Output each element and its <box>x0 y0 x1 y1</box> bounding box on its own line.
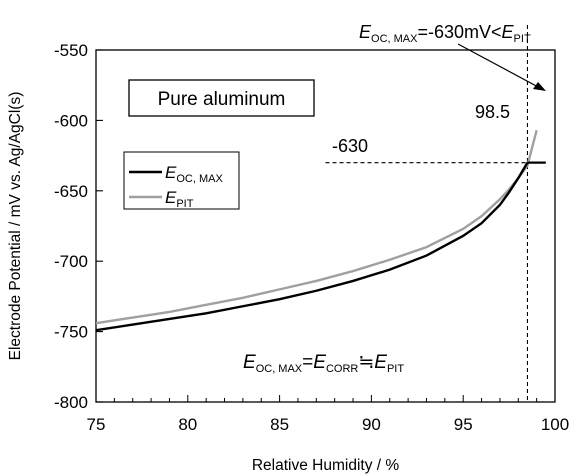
legend-entry-eoc: EOC, MAX <box>165 163 223 185</box>
x-axis-ticks: 75 80 85 90 95 100 <box>87 395 569 434</box>
y-axis-ticks: -550 -600 -650 -700 -750 -800 <box>54 41 103 412</box>
y-tick-label: -750 <box>54 323 88 342</box>
annotation-arrow-head <box>533 82 546 91</box>
y-tick-label: -550 <box>54 41 88 60</box>
x-tick-label: 95 <box>454 415 473 434</box>
x-tick-label: 75 <box>87 415 106 434</box>
y-tick-label: -600 <box>54 111 88 130</box>
x-tick-label: 100 <box>541 415 569 434</box>
x-tick-label: 90 <box>362 415 381 434</box>
legend: EOC, MAX EPIT <box>123 151 240 210</box>
legend-box <box>123 151 240 210</box>
annotation-630: -630 <box>332 136 368 156</box>
legend-entry-epit: EPIT <box>165 188 194 210</box>
annotation-98-5: 98.5 <box>475 102 510 122</box>
annotation-relation: EOC, MAX=ECORR≒EPIT <box>243 352 404 375</box>
label-box-text: Pure aluminum <box>158 89 286 110</box>
x-axis-label: Relative Humidity / % <box>252 457 400 474</box>
x-tick-label: 85 <box>270 415 289 434</box>
annotation-arrow <box>457 43 541 89</box>
label-box <box>128 79 315 117</box>
y-tick-label: -650 <box>54 182 88 201</box>
annotation-top-note: EOC, MAX=-630mV<EPIT <box>359 22 531 45</box>
x-tick-label: 80 <box>178 415 197 434</box>
series-line-eoc <box>96 162 529 332</box>
y-tick-label: -700 <box>54 252 88 271</box>
y-axis-label: Electrode Potential / mV vs. Ag/AgCl(s) <box>7 92 24 361</box>
y-tick-label: -800 <box>54 393 88 412</box>
